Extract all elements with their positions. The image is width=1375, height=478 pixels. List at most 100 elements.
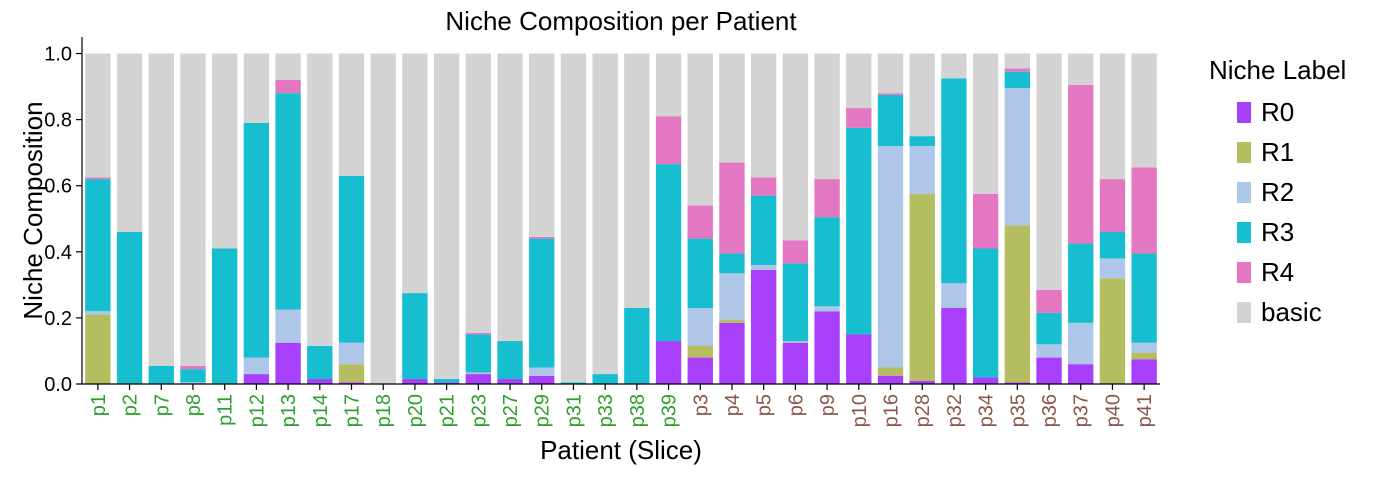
bar-R2-p16 — [877, 146, 904, 368]
bar-R4-p6 — [782, 240, 809, 264]
legend-swatch — [1237, 221, 1251, 243]
legend-label: R3 — [1261, 216, 1295, 247]
bar-R0-p17 — [338, 382, 365, 384]
x-tick-label-p10: p10 — [849, 394, 871, 427]
bar-R2-p28 — [909, 146, 935, 194]
bar-R4-p39 — [655, 116, 682, 165]
bar-R1-p35 — [1004, 225, 1030, 383]
bar-basic-p18 — [370, 53, 396, 385]
bar-R2-p13 — [275, 309, 301, 343]
bar-R3-p1 — [85, 179, 111, 312]
y-tick-label: 0.0 — [44, 374, 72, 396]
bar-R3-p29 — [529, 238, 555, 368]
bar-R0-p28 — [909, 380, 935, 384]
bar-basic-p14 — [307, 53, 333, 346]
bar-R3-p35 — [1004, 71, 1030, 89]
bar-basic-p31 — [560, 53, 587, 383]
bar-R3-p13 — [275, 93, 301, 310]
y-tick-label: 0.6 — [44, 176, 72, 198]
bar-R3-p21 — [433, 379, 460, 383]
bar-R4-p10 — [846, 108, 872, 128]
bar-basic-p12 — [243, 53, 270, 123]
bar-R1-p40 — [1099, 278, 1126, 384]
bar-R3-p7 — [148, 365, 174, 384]
bar-R4-p8 — [180, 365, 206, 370]
x-tick-label-p2: p2 — [120, 394, 142, 416]
bar-R3-p8 — [180, 369, 206, 383]
bar-R1-p28 — [909, 193, 935, 381]
bar-R3-p10 — [846, 127, 872, 335]
bar-R0-p16 — [877, 375, 904, 384]
x-tick-label-p32: p32 — [944, 394, 966, 427]
bar-R1-p16 — [877, 367, 904, 376]
bar-R3-p27 — [497, 341, 523, 380]
legend-title: Niche Label — [1209, 55, 1347, 85]
bar-R2-p12 — [243, 357, 270, 375]
bar-R3-p32 — [941, 78, 967, 284]
x-tick-label-p28: p28 — [912, 394, 934, 427]
bar-R0-p3 — [687, 357, 713, 384]
bar-R3-p31 — [560, 382, 587, 384]
bar-basic-p8 — [180, 53, 206, 366]
bar-R3-p11 — [211, 248, 238, 384]
bar-basic-p16 — [877, 53, 904, 94]
bar-R0-p9 — [814, 311, 840, 384]
legend-item-R4: R4 — [1237, 252, 1346, 292]
bar-R2-p37 — [1068, 322, 1094, 365]
x-tick-label-p17: p17 — [342, 394, 364, 427]
legend-swatch — [1237, 101, 1251, 123]
x-tick-label-p41: p41 — [1134, 394, 1156, 427]
x-tick-label-p6: p6 — [785, 394, 807, 416]
x-tick-label-p8: p8 — [183, 394, 205, 416]
legend: Niche Label R0 R1 R2 R3 R4 basic — [1205, 55, 1346, 332]
legend-swatch — [1237, 301, 1251, 323]
legend-swatch — [1237, 141, 1251, 163]
bar-R0-p5 — [750, 269, 777, 384]
bar-R0-p41 — [1131, 359, 1157, 384]
x-tick-label-p40: p40 — [1102, 394, 1124, 427]
bars — [85, 53, 1157, 385]
bar-R1-p41 — [1131, 352, 1157, 360]
bar-basic-p29 — [529, 53, 555, 237]
bar-R1-p4 — [719, 319, 745, 323]
bar-R3-p17 — [338, 175, 365, 343]
bar-R2-p35 — [1004, 88, 1030, 226]
bar-R4-p13 — [275, 79, 301, 94]
legend-swatch — [1237, 181, 1251, 203]
bar-R1-p17 — [338, 364, 365, 383]
y-axis-label: Niche Composition — [18, 101, 48, 319]
bar-R3-p9 — [814, 217, 840, 307]
x-axis-label: Patient (Slice) — [540, 435, 702, 465]
bar-R3-p41 — [1131, 253, 1157, 343]
x-tick-label-p13: p13 — [278, 394, 300, 427]
bar-basic-p5 — [750, 53, 777, 178]
bar-R4-p16 — [877, 93, 904, 95]
bar-basic-p38 — [624, 53, 650, 308]
bar-R0-p21 — [433, 382, 460, 384]
x-tick-label-p16: p16 — [881, 394, 903, 427]
legend-item-R2: R2 — [1237, 172, 1346, 212]
bar-basic-p39 — [655, 53, 682, 117]
bar-R3-p12 — [243, 122, 270, 358]
bar-basic-p23 — [465, 53, 491, 333]
y-tick-label: 1.0 — [44, 44, 72, 66]
bar-basic-p9 — [814, 53, 840, 180]
x-tick-label-p3: p3 — [690, 394, 712, 416]
bar-R3-p40 — [1099, 231, 1126, 259]
bar-R0-p36 — [1036, 357, 1062, 384]
legend-item-R1: R1 — [1237, 132, 1346, 172]
bar-basic-p1 — [85, 53, 111, 178]
bar-basic-p17 — [338, 53, 365, 176]
bar-R4-p5 — [750, 177, 777, 196]
y-tick-label: 0.2 — [44, 308, 72, 330]
bar-R3-p6 — [782, 263, 809, 342]
bar-R2-p6 — [782, 341, 809, 343]
legend-label: R0 — [1261, 96, 1295, 127]
bar-basic-p40 — [1099, 53, 1126, 180]
x-tick-label-p5: p5 — [754, 394, 776, 416]
bar-R0-p13 — [275, 342, 301, 384]
y-tick-label: 0.4 — [44, 242, 72, 264]
bar-R3-p36 — [1036, 312, 1062, 345]
bar-basic-p28 — [909, 53, 935, 137]
